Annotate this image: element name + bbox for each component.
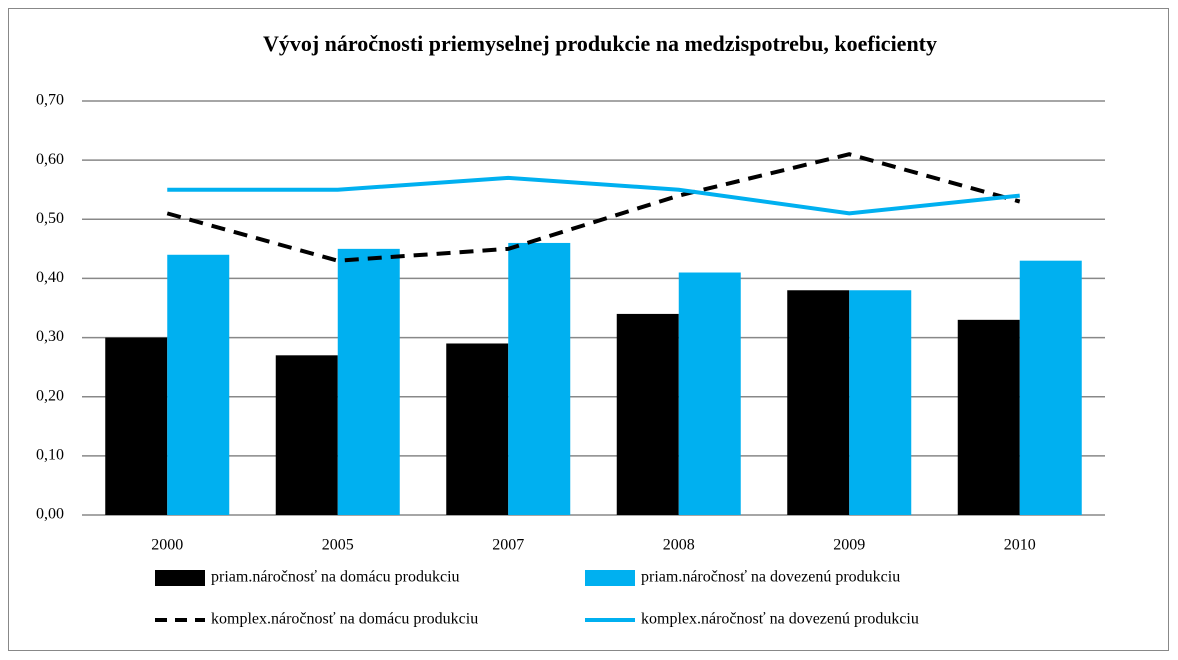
bar xyxy=(787,290,850,515)
legend-label: komplex.náročnosť na dovezenú produkciu xyxy=(641,611,919,628)
y-tick-label: 0,00 xyxy=(36,506,64,523)
legend-swatch xyxy=(155,570,205,586)
bar xyxy=(849,290,912,515)
chart-title: Vývoj náročnosti priemyselnej produkcie … xyxy=(263,31,937,56)
y-tick-label: 0,60 xyxy=(36,151,64,168)
bar xyxy=(678,272,741,515)
y-tick-label: 0,10 xyxy=(36,447,64,464)
x-tick-label: 2007 xyxy=(492,537,524,554)
y-tick-label: 0,30 xyxy=(36,328,64,345)
x-tick-label: 2008 xyxy=(663,537,695,554)
x-tick-label: 2005 xyxy=(322,537,354,554)
bar xyxy=(616,313,679,515)
bar xyxy=(1019,260,1082,515)
y-tick-label: 0,70 xyxy=(36,92,64,109)
bar xyxy=(105,337,168,515)
legend-label: priam.náročnosť na dovezenú produkciu xyxy=(641,569,900,586)
x-tick-label: 2009 xyxy=(833,537,865,554)
legend-label: priam.náročnosť na domácu produkciu xyxy=(211,569,460,586)
bar xyxy=(275,355,338,515)
x-tick-label: 2000 xyxy=(151,537,183,554)
legend-swatch xyxy=(585,570,635,586)
bar xyxy=(508,242,571,515)
bar xyxy=(167,254,230,515)
x-tick-label: 2010 xyxy=(1004,537,1036,554)
line-series xyxy=(166,152,1021,263)
legend-label: komplex.náročnosť na domácu produkciu xyxy=(211,611,478,628)
line-series xyxy=(167,175,1020,216)
bar xyxy=(337,248,400,515)
y-tick-label: 0,50 xyxy=(36,210,64,227)
y-tick-label: 0,20 xyxy=(36,387,64,404)
bar xyxy=(446,343,509,515)
y-tick-label: 0,40 xyxy=(36,269,64,286)
bar xyxy=(957,319,1020,515)
